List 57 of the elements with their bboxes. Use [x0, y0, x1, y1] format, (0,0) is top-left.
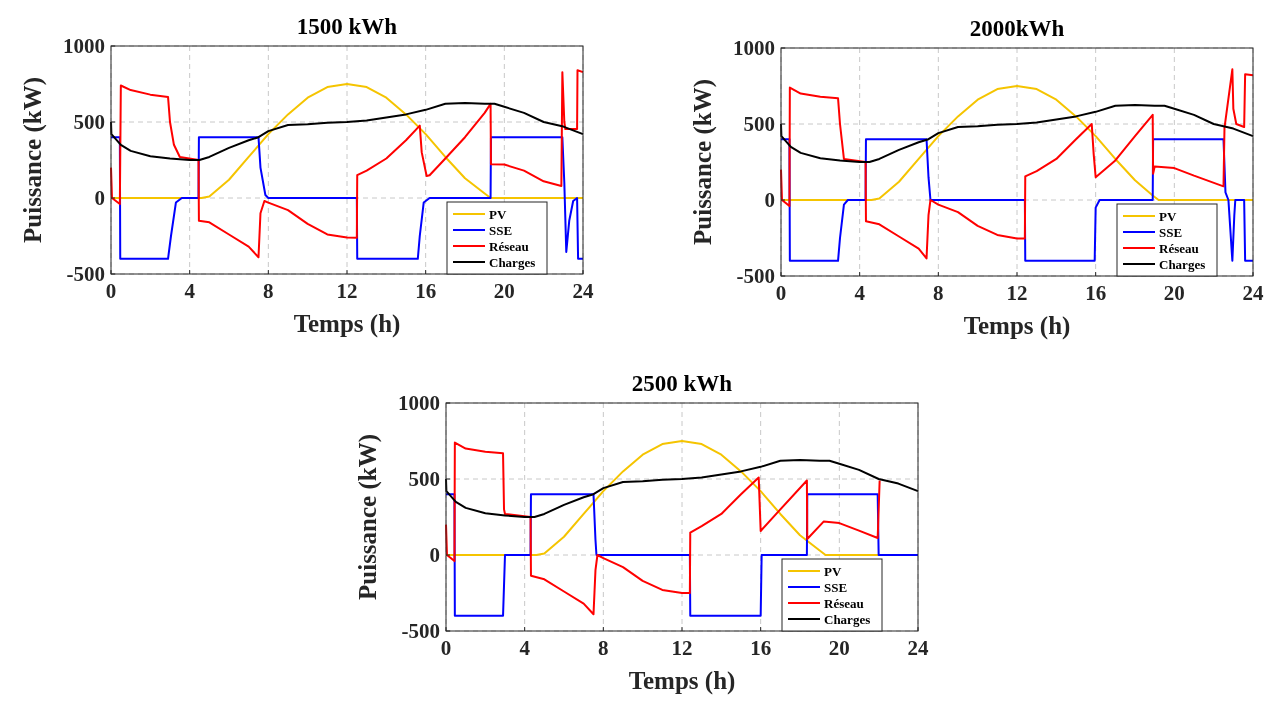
legend-label: Charges	[1159, 257, 1206, 272]
chart-title: 1500 kWh	[296, 14, 398, 39]
y-axis-title: Puissance (kW)	[689, 79, 717, 245]
legend-label: SSE	[824, 580, 848, 595]
y-tick-label: -500	[66, 262, 105, 286]
y-tick-label: -500	[736, 264, 775, 288]
x-axis-title: Temps (h)	[628, 667, 736, 695]
y-tick-label: 1000	[398, 391, 440, 415]
line-series	[445, 459, 919, 518]
x-tick-label: 24	[1242, 281, 1264, 305]
x-tick-label: 16	[750, 636, 772, 660]
legend-label: Réseau	[1159, 241, 1199, 256]
y-tick-label: 500	[73, 110, 105, 134]
legend-label: Réseau	[489, 239, 529, 254]
y-tick-label: 0	[94, 186, 105, 210]
x-axis-title: Temps (h)	[963, 312, 1071, 340]
line-series	[780, 68, 1254, 260]
x-tick-label: 12	[1006, 281, 1028, 305]
legend-label: Réseau	[824, 596, 864, 611]
y-tick-label: 0	[764, 188, 775, 212]
y-tick-label: 500	[408, 467, 440, 491]
y-tick-label: 1000	[63, 34, 105, 58]
x-tick-label: 16	[1085, 281, 1107, 305]
line-series	[110, 69, 584, 259]
x-tick-label: 20	[828, 636, 850, 660]
legend-label: SSE	[489, 223, 513, 238]
x-tick-label: 8	[598, 636, 609, 660]
x-tick-label: 24	[572, 279, 594, 303]
x-axis-title: Temps (h)	[293, 310, 401, 338]
y-tick-label: 1000	[733, 36, 775, 60]
y-tick-label: -500	[401, 619, 440, 643]
x-tick-label: 4	[184, 279, 196, 303]
legend-label: PV	[1159, 209, 1177, 224]
x-tick-label: 4	[519, 636, 531, 660]
y-tick-label: 500	[743, 112, 775, 136]
line-series	[780, 104, 1254, 163]
legend-label: Charges	[824, 612, 871, 627]
x-tick-label: 8	[933, 281, 944, 305]
x-tick-label: 12	[336, 279, 358, 303]
x-tick-label: 20	[1163, 281, 1185, 305]
legend-label: PV	[489, 207, 507, 222]
y-axis-title: Puissance (kW)	[19, 77, 47, 243]
x-tick-label: 16	[415, 279, 437, 303]
legend-label: SSE	[1159, 225, 1183, 240]
chart-title: 2500 kWh	[631, 371, 733, 396]
x-tick-label: 12	[671, 636, 693, 660]
x-tick-label: 8	[263, 279, 274, 303]
x-tick-label: 24	[907, 636, 929, 660]
chart-title: 2000kWh	[969, 16, 1065, 41]
legend-label: Charges	[489, 255, 536, 270]
line-series	[110, 102, 584, 161]
line-series	[445, 441, 881, 616]
y-tick-label: 0	[429, 543, 440, 567]
x-tick-label: 20	[493, 279, 515, 303]
x-tick-label: 4	[854, 281, 866, 305]
legend-label: PV	[824, 564, 842, 579]
y-axis-title: Puissance (kW)	[354, 434, 382, 600]
